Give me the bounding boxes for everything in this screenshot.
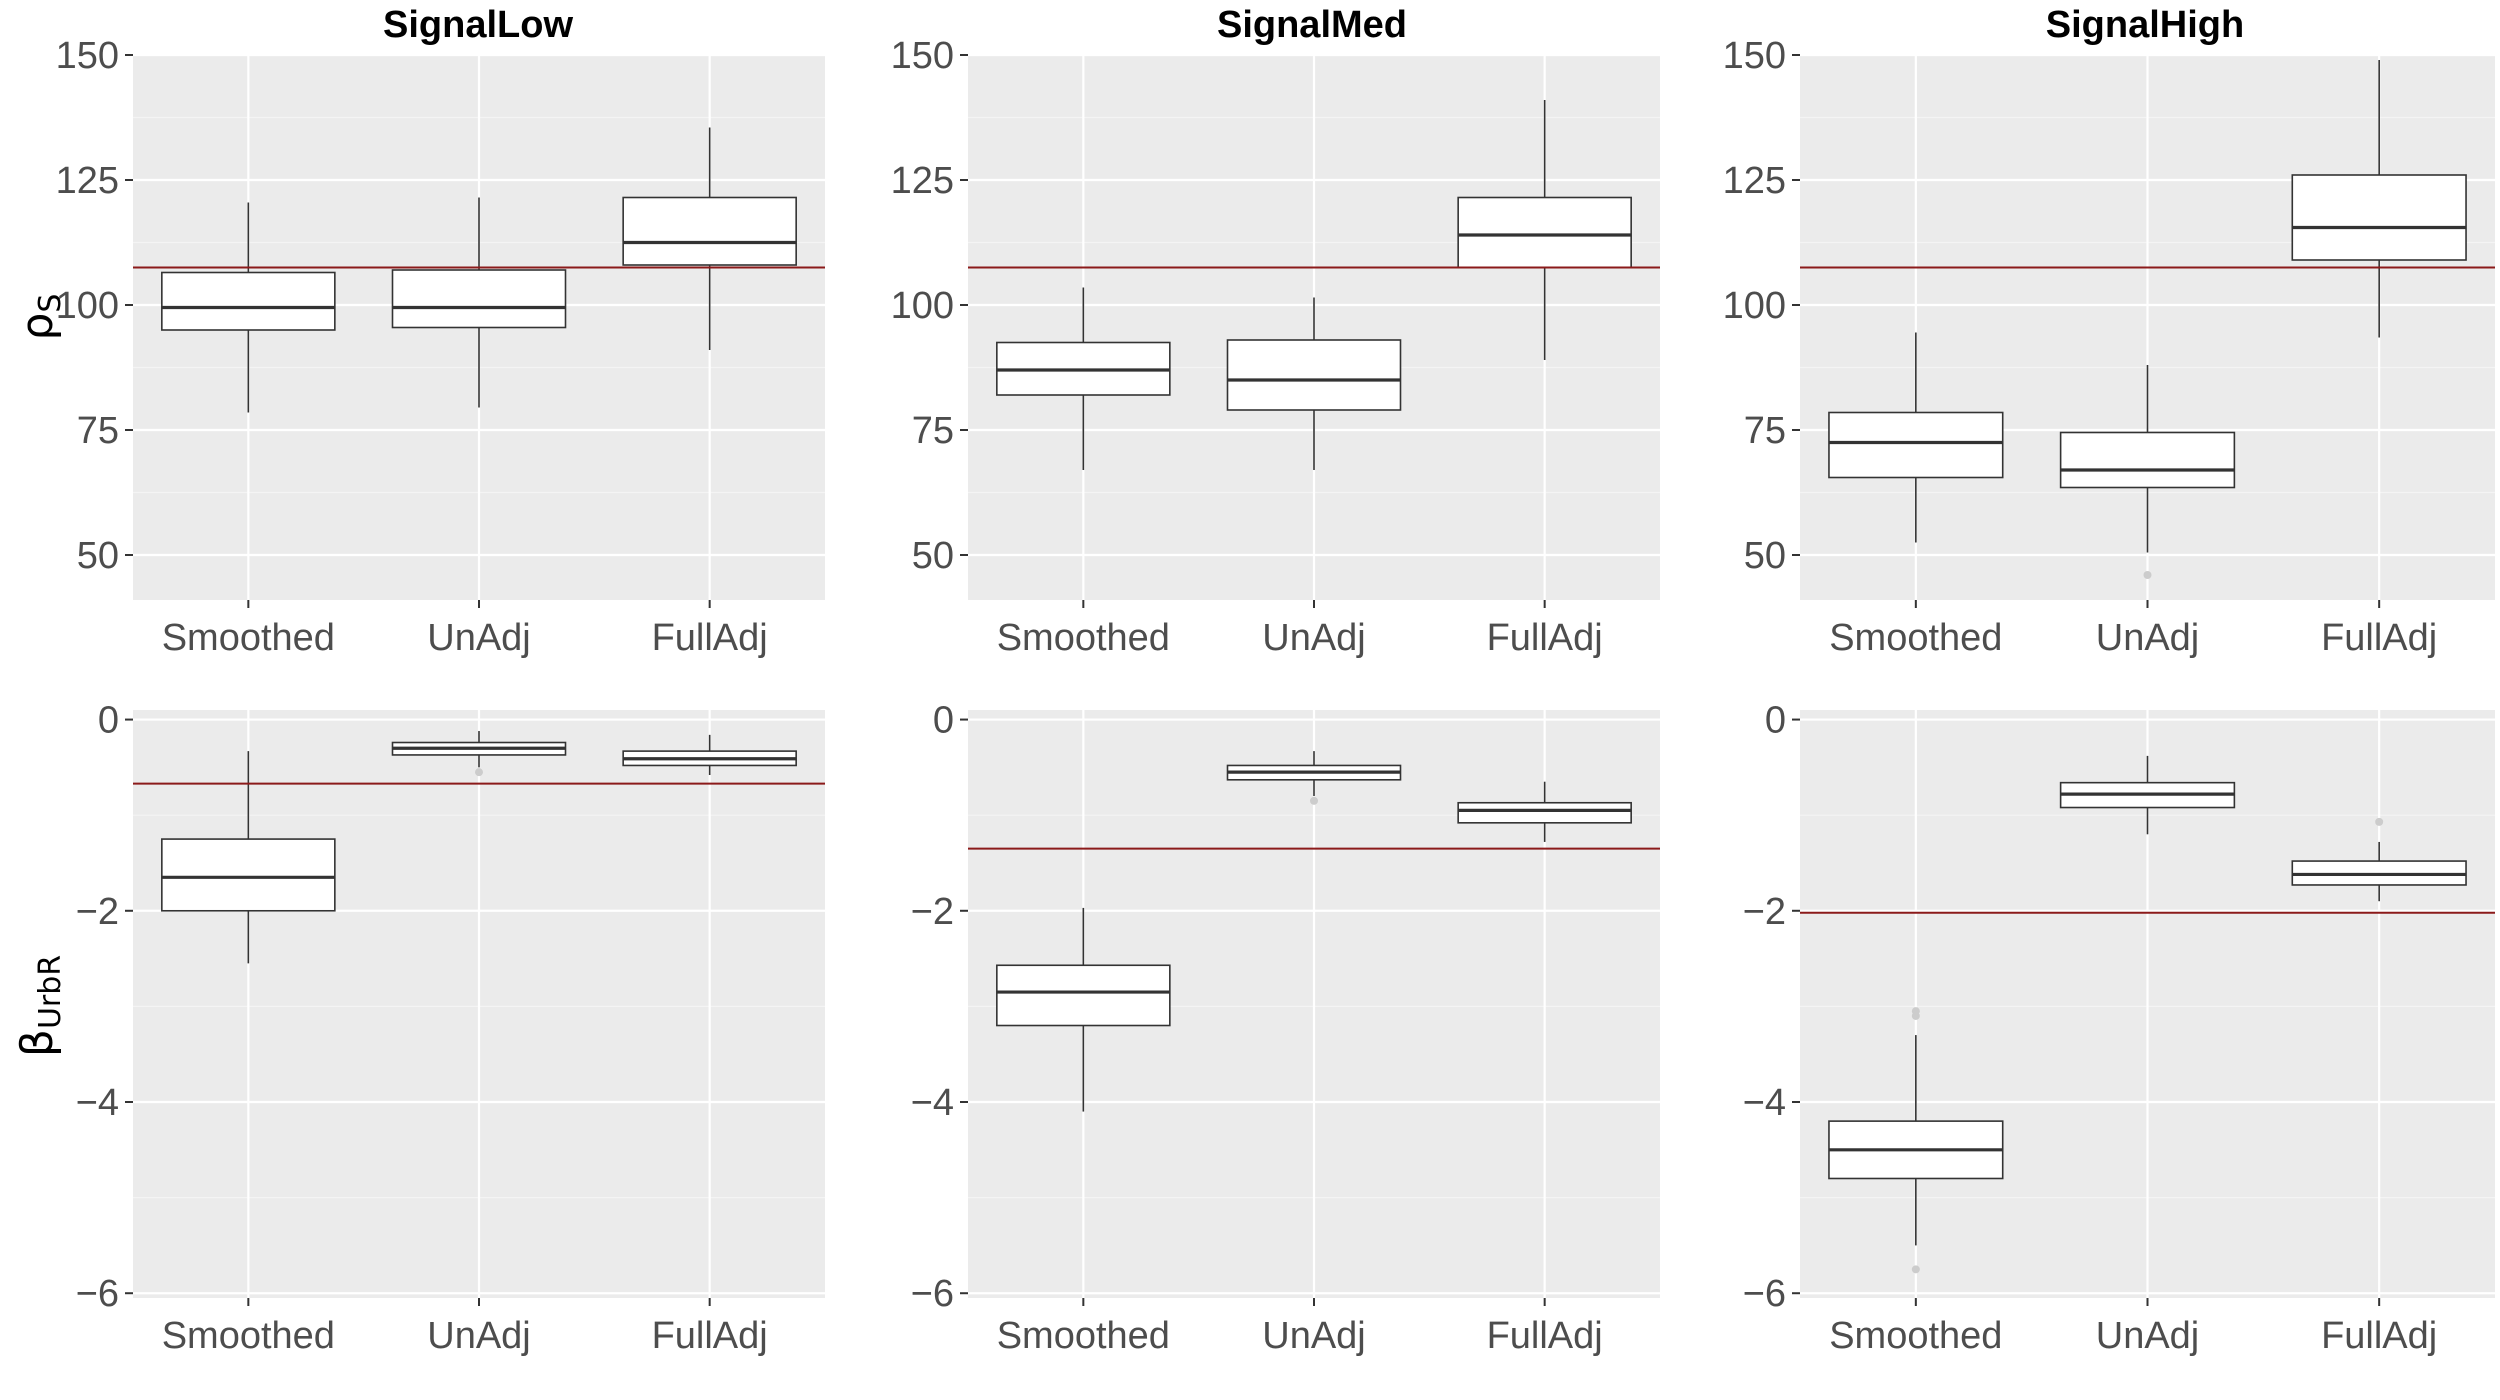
y-tick-label: 100 — [1723, 285, 1786, 327]
y-tick-label: 100 — [56, 285, 119, 327]
iqr-box — [1457, 196, 1632, 269]
row-labels: ρS βUrbR — [12, 294, 68, 1058]
box-smoothed — [161, 202, 336, 413]
y-tick-label: 0 — [98, 700, 119, 742]
box-fulladj — [622, 127, 797, 350]
y-axis-label-rho-s: ρS — [12, 294, 68, 341]
box-unadj — [2059, 365, 2236, 579]
y-tick-label: 150 — [56, 35, 119, 77]
x-tick-label-fulladj: FullAdj — [1487, 1315, 1603, 1357]
x-tick-label-smoothed: Smoothed — [162, 1315, 335, 1357]
y-tick-label: −2 — [911, 891, 954, 933]
x-tick-label-fulladj: FullAdj — [2321, 1315, 2437, 1357]
iqr-box — [391, 269, 567, 329]
panel-signalmed-rho: 50 75 100 125 150 Smoothed UnAdj FullAdj — [891, 35, 1660, 659]
box-smoothed — [1828, 1007, 2004, 1274]
x-tick-label-fulladj: FullAdj — [2321, 617, 2437, 659]
y-axis-label-beta-subscript: UrbR — [33, 955, 68, 1029]
iqr-box — [1457, 801, 1632, 824]
y-tick-label: −4 — [1743, 1082, 1786, 1124]
y-tick-label: 125 — [891, 160, 954, 202]
panels-layer: 50 75 100 125 150 Smoothed UnAdj FullAdj 50 75 100… — [56, 35, 2495, 1357]
outlier-point — [2375, 817, 2384, 826]
iqr-box — [161, 271, 336, 331]
y-tick-label: 50 — [77, 535, 119, 577]
box-unadj — [1226, 297, 1402, 470]
panel-title-signal-low: SignalLow — [383, 4, 573, 46]
y-tick-label: 125 — [56, 160, 119, 202]
panel-signalhigh-rho: 50 75 100 125 150 Smoothed UnAdj FullAdj — [1723, 35, 2495, 659]
y-tick-label: −4 — [76, 1082, 119, 1124]
y-tick-label: 125 — [1723, 160, 1786, 202]
y-axis-label-beta-urbr: βUrbR — [12, 955, 68, 1057]
x-tick-label-fulladj: FullAdj — [652, 617, 768, 659]
x-tick-label-fulladj: FullAdj — [1487, 617, 1603, 659]
box-fulladj — [2291, 60, 2467, 338]
x-tick-label-unadj: UnAdj — [1262, 617, 1366, 659]
iqr-box — [1226, 339, 1402, 411]
y-tick-label: 100 — [891, 285, 954, 327]
y-tick-label: 75 — [1744, 410, 1786, 452]
outlier-point — [1911, 1011, 1920, 1020]
y-axis-label-rho-subscript: S — [33, 294, 68, 313]
y-tick-label: 75 — [77, 410, 119, 452]
y-tick-label: −2 — [76, 891, 119, 933]
x-tick-label-fulladj: FullAdj — [652, 1315, 768, 1357]
iqr-box — [2059, 431, 2236, 489]
iqr-box — [2291, 174, 2467, 261]
panel-title-signal-high: SignalHigh — [2046, 4, 2244, 46]
y-axis-label-beta-symbol: β — [12, 1029, 63, 1057]
iqr-box — [622, 196, 797, 266]
y-axis-label-rho-symbol: ρ — [12, 313, 63, 341]
box-unadj — [1226, 751, 1402, 805]
y-tick-label: 75 — [912, 410, 954, 452]
x-tick-label-smoothed: Smoothed — [1829, 617, 2002, 659]
box-smoothed — [996, 907, 1171, 1112]
x-tick-label-unadj: UnAdj — [2096, 1315, 2200, 1357]
x-tick-label-smoothed: Smoothed — [997, 617, 1170, 659]
panel-signallow-beta: −6 −4 −2 0 Smoothed UnAdj FullAdj — [76, 700, 825, 1357]
box-fulladj — [1457, 781, 1632, 842]
y-tick-label: 50 — [1744, 535, 1786, 577]
y-tick-label: −2 — [1743, 891, 1786, 933]
outlier-point — [1310, 796, 1318, 805]
x-tick-label-smoothed: Smoothed — [162, 617, 335, 659]
box-smoothed — [161, 751, 336, 964]
x-tick-label-unadj: UnAdj — [1262, 1315, 1366, 1357]
iqr-box — [161, 838, 336, 912]
x-tick-label-unadj: UnAdj — [427, 1315, 531, 1357]
x-tick-label-smoothed: Smoothed — [997, 1315, 1170, 1357]
outlier-point — [1911, 1265, 1920, 1274]
box-fulladj — [2291, 817, 2467, 902]
y-tick-label: 50 — [912, 535, 954, 577]
y-tick-label: −6 — [76, 1273, 119, 1315]
x-tick-label-unadj: UnAdj — [427, 617, 531, 659]
box-smoothed — [1828, 332, 2004, 543]
y-tick-label: −4 — [911, 1082, 954, 1124]
y-tick-label: −6 — [911, 1273, 954, 1315]
iqr-box — [1828, 411, 2004, 479]
box-unadj — [2059, 755, 2236, 835]
box-unadj — [391, 731, 567, 777]
iqr-box — [996, 964, 1171, 1027]
box-fulladj — [1457, 100, 1632, 360]
box-unadj — [391, 197, 567, 408]
y-tick-label: 150 — [891, 35, 954, 77]
outlier-point — [2143, 571, 2152, 579]
panel-signalmed-beta: −6 −4 −2 0 Smoothed UnAdj FullAdj — [911, 700, 1660, 1357]
x-tick-label-unadj: UnAdj — [2096, 617, 2200, 659]
x-tick-label-smoothed: Smoothed — [1829, 1315, 2002, 1357]
outlier-point — [475, 768, 483, 777]
y-tick-label: 0 — [1765, 700, 1786, 742]
y-tick-label: −6 — [1743, 1273, 1786, 1315]
panel-signalhigh-beta: −6 −4 −2 0 Smoothed UnAdj FullAdj — [1743, 700, 2495, 1357]
column-titles: SignalLow SignalMed SignalHigh — [383, 4, 2244, 46]
y-tick-label: 150 — [1723, 35, 1786, 77]
box-fulladj — [622, 734, 797, 776]
panel-title-signal-med: SignalMed — [1217, 4, 1407, 46]
box-smoothed — [996, 287, 1171, 470]
y-tick-label: 0 — [933, 700, 954, 742]
panel-signallow-rho: 50 75 100 125 150 Smoothed UnAdj FullAdj — [56, 35, 825, 659]
